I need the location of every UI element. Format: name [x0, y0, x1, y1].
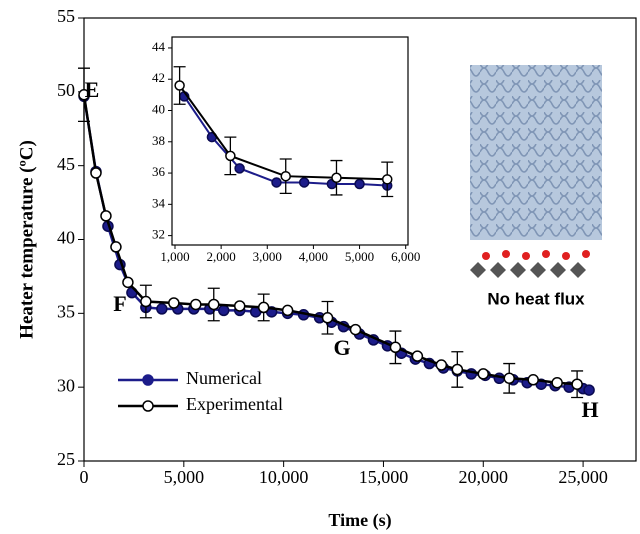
data-point	[281, 304, 294, 317]
y-tick-label: 32	[152, 227, 165, 242]
data-point	[583, 384, 595, 396]
data-point	[78, 89, 90, 101]
x-tick-label: 2,000	[207, 249, 236, 264]
x-tick-label: 10,000	[259, 467, 309, 487]
data-point	[571, 378, 583, 390]
data-point	[381, 174, 393, 185]
x-tick-label: 15,000	[359, 467, 409, 487]
x-tick-label: 0	[80, 467, 89, 487]
data-point	[389, 341, 402, 354]
legend-label: Experimental	[186, 394, 283, 414]
data-point	[257, 301, 270, 314]
y-axis-label: Heater temperature (ºC)	[16, 140, 37, 339]
y-tick-label: 38	[152, 133, 165, 148]
plot-frame	[171, 36, 409, 246]
data-point	[233, 300, 246, 312]
y-tick-label: 45	[57, 154, 75, 174]
data-point	[411, 350, 424, 362]
data-point	[331, 172, 342, 184]
annotation: H	[581, 397, 598, 422]
y-tick-label: 40	[152, 101, 165, 116]
data-point	[298, 177, 310, 188]
x-tick-label: 3,000	[253, 249, 282, 264]
data-point	[225, 150, 236, 162]
x-tick-label: 6,000	[391, 249, 420, 264]
x-tick-label: 1,000	[160, 249, 189, 264]
data-point	[208, 298, 220, 311]
annotation: G	[333, 335, 350, 360]
x-tick-label: 20,000	[459, 467, 509, 487]
data-point	[503, 372, 515, 385]
y-tick-label: 34	[152, 195, 166, 210]
data-point	[190, 298, 202, 311]
data-point	[90, 167, 102, 179]
legend-label: Numerical	[186, 368, 262, 388]
annotation: E	[85, 77, 100, 102]
annotation: No heat flux	[487, 289, 585, 308]
data-point	[174, 80, 185, 91]
data-point	[477, 368, 490, 380]
data-point	[217, 304, 230, 317]
x-axis-label: Time (s)	[328, 510, 391, 531]
material-illustration	[470, 65, 602, 278]
x-tick-label: 4,000	[299, 249, 328, 264]
data-point	[110, 241, 122, 253]
x-tick-label: 5,000	[345, 249, 374, 264]
data-point	[168, 297, 180, 309]
data-point	[122, 276, 134, 289]
data-point	[435, 359, 448, 371]
data-point	[527, 374, 539, 386]
annotation: F	[113, 291, 126, 316]
data-point	[280, 170, 291, 182]
legend-marker	[142, 374, 154, 386]
y-tick-label: 35	[57, 301, 75, 321]
data-point	[100, 210, 112, 222]
y-tick-label: 55	[57, 6, 75, 26]
data-point	[156, 303, 168, 315]
data-point	[551, 376, 563, 389]
y-tick-label: 44	[152, 39, 166, 54]
y-tick-label: 50	[57, 80, 75, 100]
y-tick-label: 36	[152, 164, 166, 179]
y-tick-label: 30	[57, 375, 75, 395]
data-point	[354, 178, 365, 190]
data-point	[234, 163, 245, 174]
data-point	[271, 177, 282, 188]
y-tick-label: 25	[57, 449, 75, 469]
data-point	[321, 312, 334, 324]
data-point	[140, 295, 152, 308]
x-tick-label: 5,000	[164, 467, 205, 487]
y-tick-label: 40	[57, 228, 75, 248]
legend-marker	[142, 400, 154, 412]
y-tick-label: 42	[152, 70, 165, 85]
x-tick-label: 25,000	[558, 467, 608, 487]
data-point	[349, 323, 362, 336]
data-point	[451, 363, 464, 376]
